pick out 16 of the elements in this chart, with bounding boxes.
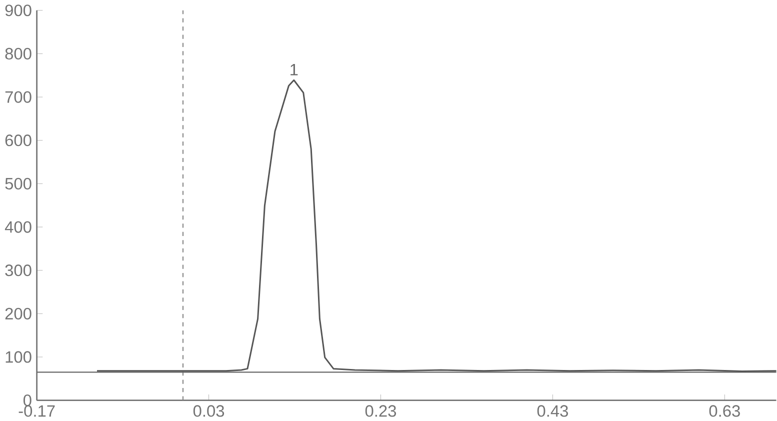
y-tick-label: 200 [5, 308, 32, 320]
x-tick-label: -0.17 [18, 404, 55, 417]
y-tick-label: 300 [5, 264, 32, 276]
x-tick-label: 0.43 [537, 404, 568, 417]
y-tick-label: 100 [6, 351, 32, 363]
y-tick-label: 900 [5, 4, 32, 16]
y-tick-label: 0 [23, 394, 32, 406]
y-tick-label: 800 [5, 48, 32, 60]
x-tick-label: 0.03 [193, 404, 224, 417]
y-tick-label: 500 [5, 178, 32, 190]
x-tick-label: 0.63 [709, 404, 740, 417]
y-tick-label: 600 [5, 134, 32, 146]
x-tick-label: 0.23 [365, 404, 396, 417]
annotation: 1 [290, 64, 298, 76]
y-tick-label: 400 [4, 221, 32, 233]
y-tick-label: 700 [5, 91, 32, 103]
